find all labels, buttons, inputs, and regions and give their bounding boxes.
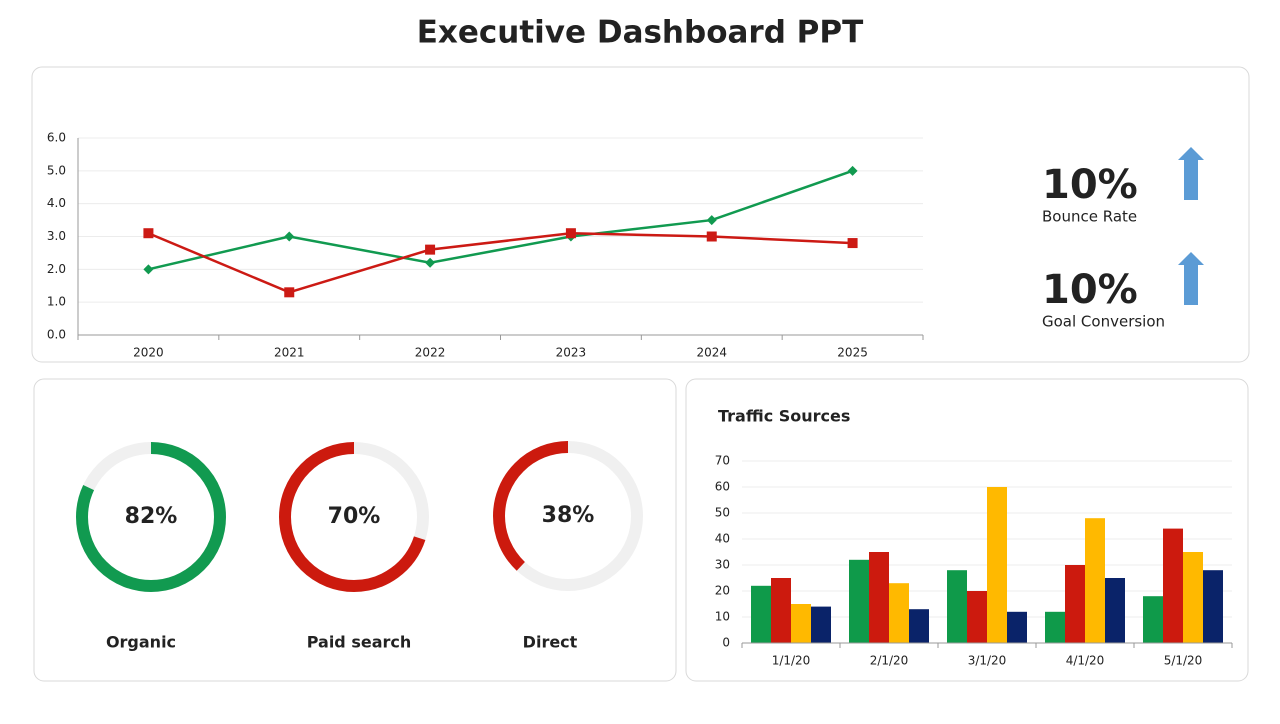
x-tick-label: 2024 — [696, 346, 727, 360]
up-arrow — [1178, 252, 1204, 305]
y-tick-label: 5.0 — [47, 163, 66, 177]
bar — [947, 570, 967, 643]
chart-title: Traffic Sources — [718, 407, 850, 426]
x-tick-label: 2/1/20 — [870, 654, 909, 668]
series-line — [148, 169, 853, 271]
bar — [1203, 570, 1223, 643]
donut-panel — [33, 378, 677, 682]
y-tick-label: 40 — [715, 532, 730, 546]
page-title: Executive Dashboard PPT — [417, 15, 864, 51]
bar — [1183, 552, 1203, 643]
donut-value: 38% — [542, 503, 595, 528]
bar — [849, 559, 869, 643]
y-tick-label: 6.0 — [47, 131, 66, 145]
x-tick-label: 2023 — [556, 346, 587, 360]
donut-arc — [76, 442, 226, 592]
bar — [1105, 578, 1125, 643]
bar — [751, 585, 771, 643]
x-tick-label: 1/1/20 — [772, 654, 811, 668]
x-tick-label: 2025 — [837, 346, 868, 360]
donut-value: 70% — [328, 504, 381, 529]
x-tick-label: 2022 — [415, 346, 446, 360]
marker — [143, 264, 154, 275]
y-tick-label: 2.0 — [47, 262, 66, 276]
y-tick-label: 1.0 — [47, 295, 66, 309]
bar — [791, 604, 811, 643]
donut-label: Paid search — [307, 633, 412, 652]
donut-arc — [493, 441, 643, 591]
bar — [811, 606, 831, 643]
y-tick-label: 0.0 — [47, 328, 66, 342]
y-tick-label: 10 — [715, 610, 730, 624]
y-tick-label: 4.0 — [47, 196, 66, 210]
x-tick-label: 4/1/20 — [1066, 654, 1105, 668]
marker — [284, 231, 295, 242]
x-tick-label: 3/1/20 — [968, 654, 1007, 668]
x-tick-label: 5/1/20 — [1164, 654, 1203, 668]
marker — [706, 231, 717, 242]
y-tick-label: 0 — [722, 636, 730, 650]
bar — [987, 487, 1007, 643]
x-tick-label: 2020 — [133, 346, 164, 360]
bar — [1143, 596, 1163, 643]
marker — [425, 244, 436, 255]
bar — [909, 609, 929, 643]
marker — [284, 287, 295, 298]
marker — [143, 228, 154, 239]
up-arrow — [1178, 147, 1204, 200]
y-tick-label: 60 — [715, 480, 730, 494]
marker — [706, 215, 717, 226]
bar — [967, 591, 987, 643]
bar — [1065, 565, 1085, 643]
donut-value: 82% — [125, 504, 178, 529]
x-tick-label: 2021 — [274, 346, 305, 360]
kpi-label: Bounce Rate — [1042, 208, 1137, 226]
bar — [889, 583, 909, 643]
y-tick-label: 50 — [715, 506, 730, 520]
marker — [847, 238, 858, 249]
marker — [425, 257, 436, 268]
y-tick-label: 30 — [715, 558, 730, 572]
kpi-value: 10% — [1042, 267, 1138, 313]
y-tick-label: 3.0 — [47, 229, 66, 243]
y-tick-label: 20 — [715, 584, 730, 598]
y-tick-label: 70 — [715, 454, 730, 468]
bar — [1163, 528, 1183, 643]
marker — [565, 228, 576, 239]
series-line — [147, 231, 853, 294]
marker — [847, 165, 858, 176]
bar — [1085, 518, 1105, 643]
top-panel — [31, 66, 1250, 363]
donut-label: Direct — [523, 633, 578, 652]
kpi-value: 10% — [1042, 162, 1138, 208]
bar — [869, 552, 889, 643]
donut-arc — [279, 442, 429, 592]
bar — [1007, 611, 1027, 643]
bar — [1045, 611, 1065, 643]
kpi-label: Goal Conversion — [1042, 313, 1165, 331]
bar — [771, 578, 791, 643]
donut-label: Organic — [106, 633, 176, 652]
